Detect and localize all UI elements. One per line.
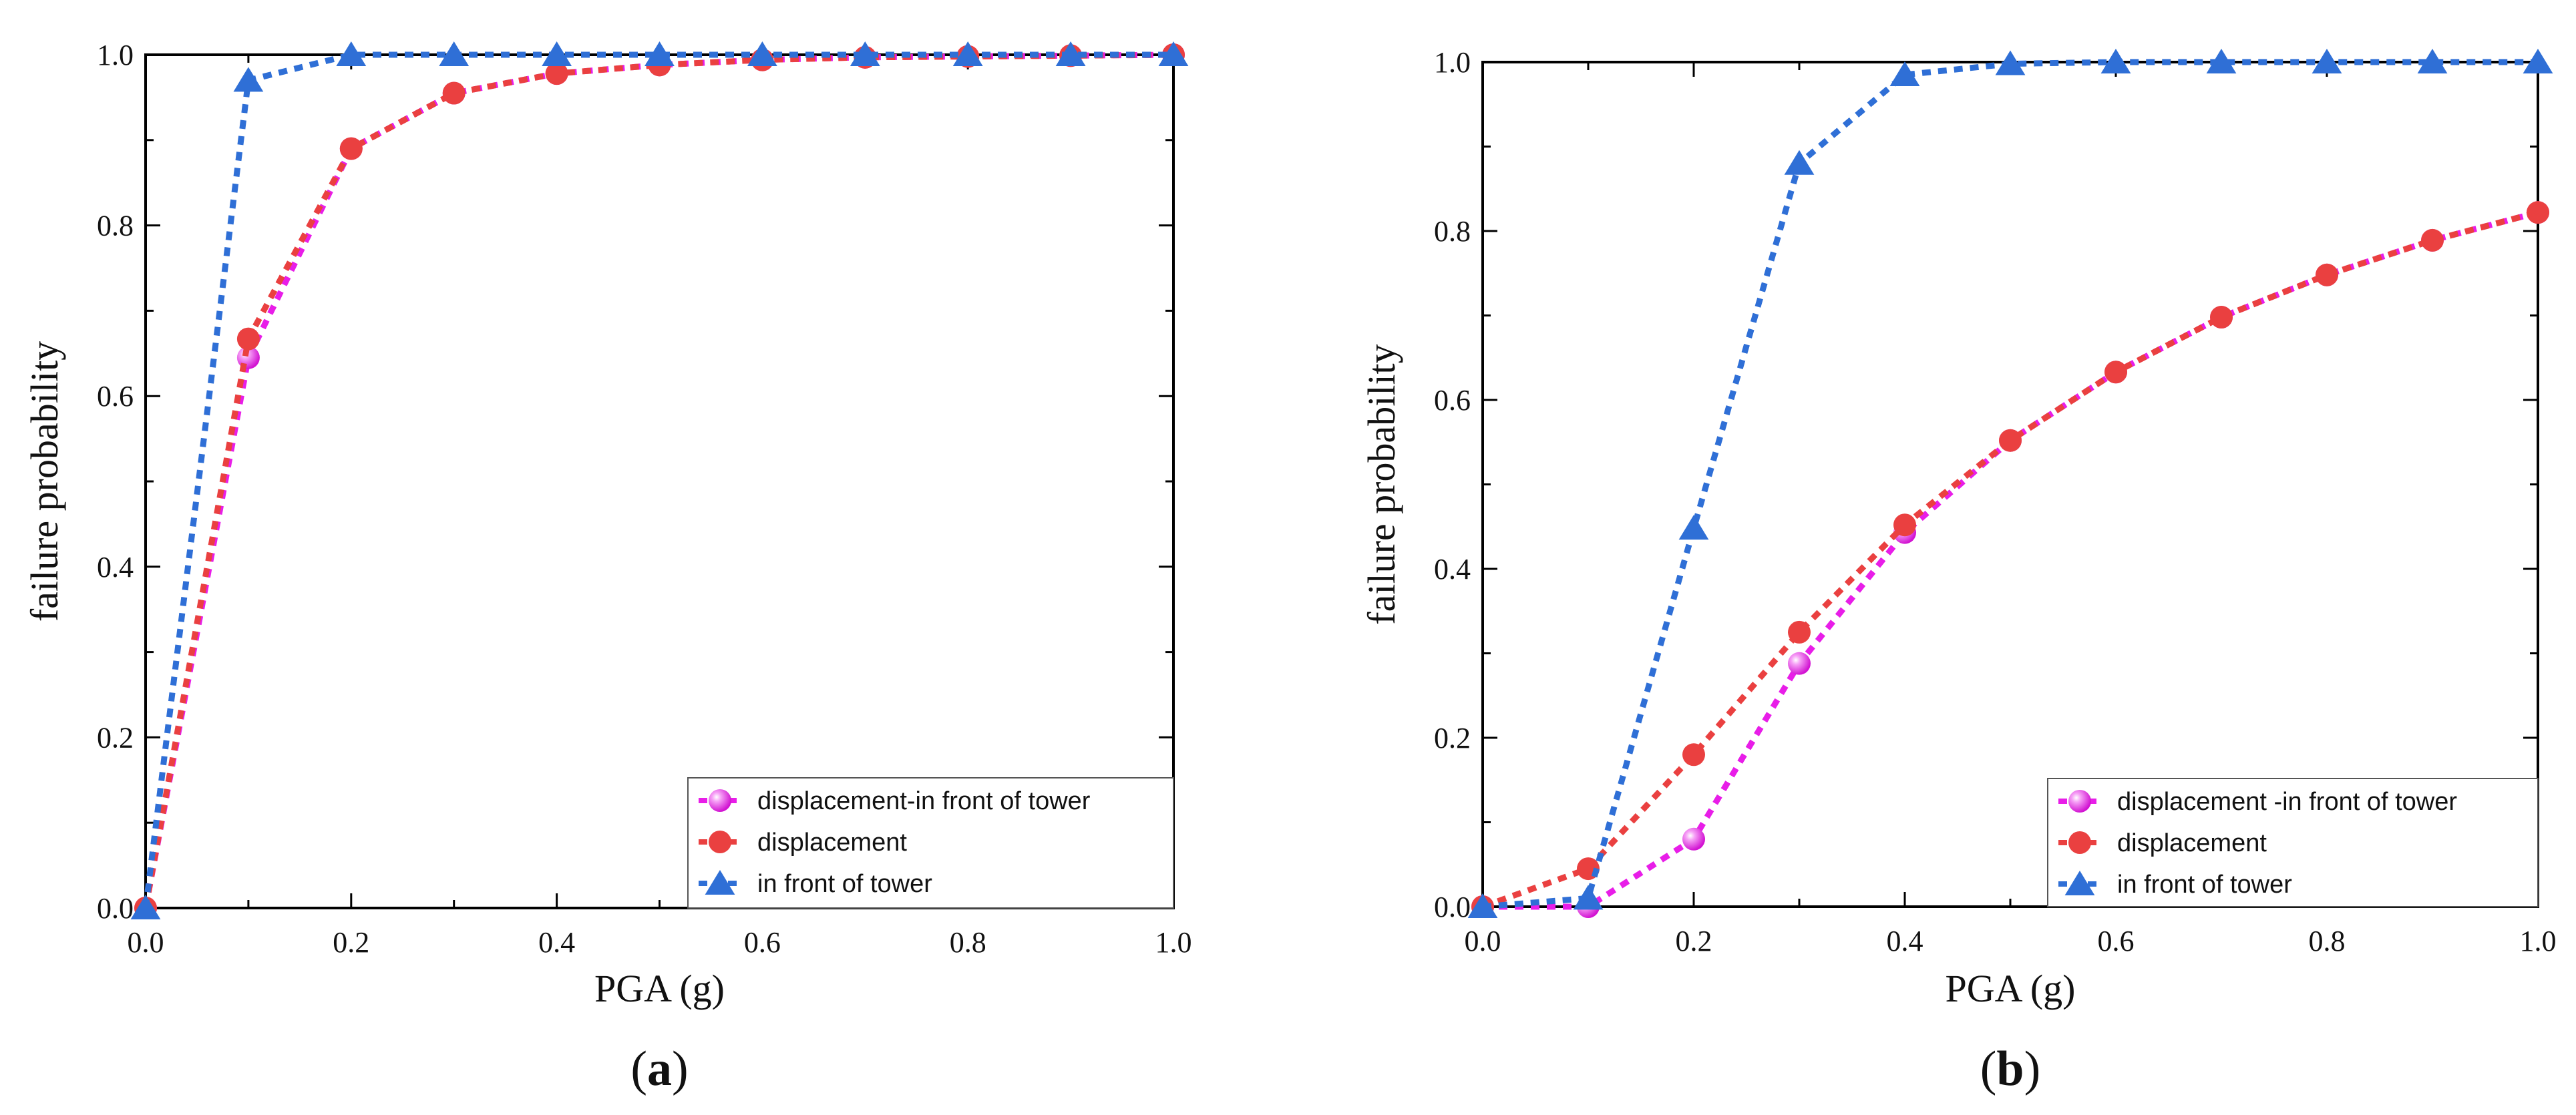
caption-open-paren: (	[630, 1042, 647, 1096]
data-point	[2104, 361, 2127, 384]
panel-caption: (a)	[630, 1042, 688, 1096]
x-tick-label: 0.2	[333, 926, 369, 959]
series-2	[1467, 49, 2553, 918]
series-2	[130, 41, 1189, 919]
caption-open-paren: (	[1980, 1042, 1997, 1096]
y-tick-label: 0.6	[97, 380, 134, 413]
legend-label: displacement-in front of tower	[757, 787, 1091, 815]
caption-close-paren: )	[672, 1042, 689, 1096]
legend-label: in front of tower	[2117, 871, 2292, 899]
y-tick-label: 0.2	[97, 721, 134, 754]
legend-box	[687, 777, 1174, 909]
legend-label: displacement	[757, 829, 907, 857]
y-tick-label: 0.0	[1434, 891, 1471, 923]
data-point	[545, 62, 568, 85]
data-point	[2421, 228, 2444, 252]
data-point	[2312, 49, 2342, 73]
legend-marker	[709, 831, 731, 853]
data-point	[952, 41, 983, 66]
data-point	[1682, 827, 1705, 851]
data-point	[336, 41, 367, 66]
x-tick-label: 0.6	[2098, 925, 2135, 957]
data-point	[1893, 513, 1916, 537]
data-point	[645, 41, 675, 66]
data-point	[2100, 49, 2131, 73]
caption-letter: a	[647, 1042, 672, 1096]
y-tick-label: 0.8	[97, 210, 134, 242]
x-axis-title: PGA (g)	[594, 967, 725, 1010]
data-point	[2527, 201, 2549, 224]
y-tick-label: 0.8	[1434, 215, 1471, 248]
legend-marker	[705, 870, 735, 895]
legend-marker	[2068, 831, 2091, 854]
y-tick-label: 0.4	[97, 551, 134, 584]
legend-box	[2047, 778, 2539, 907]
data-point	[850, 41, 880, 66]
data-point	[2206, 49, 2237, 73]
caption-close-paren: )	[2024, 1042, 2041, 1096]
series-line	[1481, 209, 2539, 910]
legend: displacement -in front of tower displacem…	[2047, 778, 2539, 907]
data-point	[747, 41, 777, 66]
data-point	[1573, 885, 1604, 910]
panel-caption: (b)	[1980, 1042, 2040, 1096]
legend-label: in front of tower	[757, 870, 932, 898]
x-tick-label: 0.6	[744, 926, 781, 959]
y-tick-label: 0.6	[1434, 384, 1471, 417]
data-point	[1999, 429, 2022, 452]
data-point	[1678, 515, 1709, 540]
data-point	[1467, 893, 1498, 918]
y-tick-label: 0.2	[1434, 722, 1471, 754]
data-point	[1788, 620, 1811, 644]
y-tick-label: 0.4	[1434, 553, 1471, 586]
x-tick-label: 0.4	[538, 926, 575, 959]
data-point	[1788, 652, 1811, 675]
data-point	[1682, 743, 1705, 766]
x-axis-title: PGA (g)	[1946, 967, 2076, 1010]
data-point	[1158, 41, 1189, 66]
series-line	[142, 51, 1173, 909]
data-point	[2316, 263, 2338, 286]
x-tick-label: 0.8	[2309, 925, 2346, 957]
data-point	[130, 895, 161, 919]
x-tick-label: 0.2	[1676, 925, 1712, 957]
data-point	[1889, 61, 1920, 86]
legend-marker	[709, 789, 731, 812]
data-point	[2417, 49, 2448, 73]
x-tick-label: 0.8	[950, 926, 986, 959]
data-point	[339, 137, 363, 160]
panel-b: 0.00.0 0.2 0.2 0.4 0.4 0.6 0.6 0.8 0.8 1.0 1.0 PGA …	[1360, 46, 2557, 1096]
data-point	[236, 327, 260, 351]
legend-label: displacement -in front of tower	[2117, 788, 2457, 816]
y-tick-label: 1.0	[97, 39, 134, 71]
data-point	[2523, 49, 2553, 73]
data-point	[233, 67, 264, 92]
data-point	[1995, 50, 2026, 75]
y-tick-label: 1.0	[1434, 46, 1471, 79]
x-tick-label: 1.0	[2520, 925, 2557, 957]
caption-letter: b	[1996, 1042, 2024, 1096]
legend-marker	[2068, 790, 2091, 813]
data-point	[542, 41, 572, 66]
data-point	[1784, 150, 1815, 175]
data-point	[439, 41, 470, 66]
x-tick-label: 1.0	[1155, 926, 1192, 959]
legend-marker	[2064, 871, 2095, 895]
data-point	[1055, 41, 1086, 66]
x-tick-label: 0.4	[1887, 925, 1923, 957]
x-tick-label: 0.0	[1465, 925, 1501, 957]
legend: displacement-in front of tower displaceme…	[687, 777, 1174, 909]
data-point	[2210, 306, 2233, 329]
y-axis-title: failure probability	[1360, 344, 1403, 624]
legend-label: displacement	[2117, 829, 2267, 857]
y-tick-label: 0.0	[97, 892, 134, 925]
data-point	[442, 81, 466, 105]
y-axis-title: failure probability	[23, 341, 66, 622]
panel-a: 0.00.0 0.2 0.2 0.4 0.4 0.6 0.6 0.8 0.8 1.0 1.0 PGA …	[23, 39, 1192, 1096]
x-tick-label: 0.0	[128, 926, 164, 959]
